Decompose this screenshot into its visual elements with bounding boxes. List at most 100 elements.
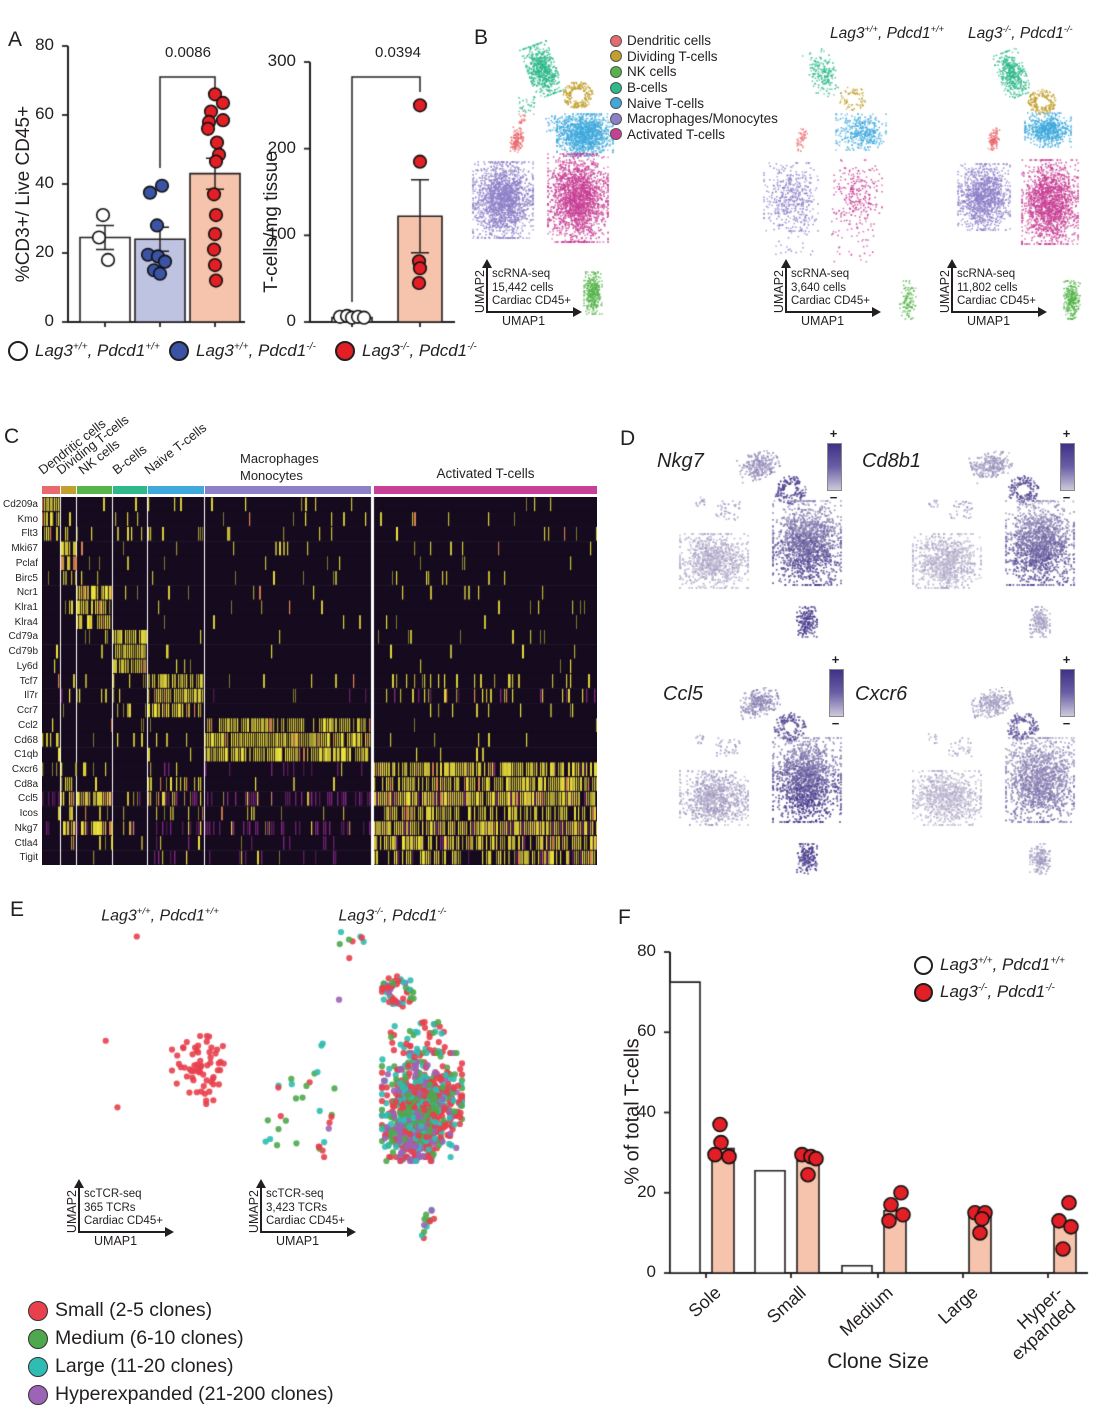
heatmap-gene-label-c1qb: C1qb	[14, 749, 38, 761]
feature-title-cxcr6: Cxcr6	[855, 683, 908, 705]
seq-type-text: scRNA-seq	[957, 268, 1016, 280]
colorbar-plus-label: +	[1062, 426, 1071, 441]
y-tick-label: 0	[646, 1262, 656, 1281]
y-tick-label: 300	[267, 51, 296, 70]
legend-item-large-clones: Large (11-20 clones)	[28, 1355, 234, 1378]
legend-item-naive: Naive T-cells	[610, 95, 778, 111]
y-tick-label: 20	[35, 242, 54, 261]
umap-axes: scRNA-seq 15,442 cells Cardiac CD45+	[482, 259, 582, 317]
y-tick-label: 60	[637, 1021, 656, 1041]
large-clone-swatch	[28, 1356, 48, 1377]
seq-type-text: scTCR-seq	[84, 1188, 142, 1200]
panel-e-dko-title: Lag3-/-, Pdcd1-/-	[338, 906, 447, 925]
umap2-axis-label: UMAP2	[247, 1190, 261, 1234]
panel-d-ccl5-canvas	[650, 687, 850, 892]
tissue-text: Cardiac CD45+	[791, 295, 870, 307]
legend-item-activated: Activated T-cells	[610, 127, 778, 143]
dko-legend-label: Lag3-/-, Pdcd1-/-	[362, 341, 477, 360]
panel-d-cxcr6-canvas	[883, 687, 1083, 892]
legend-item-small-clones: Small (2-5 clones)	[28, 1299, 212, 1322]
panel-e-clone-umaps-canvas	[20, 925, 560, 1275]
panel-b-umap-dko-canvas	[950, 42, 1097, 332]
umap2-axis-arrow	[781, 259, 791, 268]
legend-item-medium-clones: Medium (6-10 clones)	[28, 1327, 244, 1350]
heatmap-gene-label-ly6d: Ly6d	[16, 660, 38, 672]
umap-axes: scTCR-seq 365 TCRs Cardiac CD45+	[74, 1179, 174, 1237]
panel-d-cd8b1-canvas	[883, 450, 1083, 655]
legend-item-hyperexpanded-clones: Hyperexpanded (21-200 clones)	[28, 1383, 334, 1406]
seq-type-text: scRNA-seq	[791, 268, 850, 280]
panel-e-wt-title: Lag3+/+, Pdcd1+/+	[101, 906, 219, 925]
panel-d-nkg7-canvas	[650, 450, 850, 655]
heatmap-gene-label-ccl2: Ccl2	[17, 719, 38, 731]
panel-b-annotation-wt: UMAP2 scRNA-seq 3,640 cells Cardiac CD45…	[772, 259, 881, 328]
seq-type-text: scTCR-seq	[266, 1188, 324, 1200]
panel-a-legend-item-wt: Lag3+/+, Pdcd1+/+	[8, 341, 160, 361]
panel-a-legend-item-dko: Lag3-/-, Pdcd1-/-	[335, 341, 477, 361]
y-tick-label: 200	[267, 137, 296, 157]
panel-d-label: D	[620, 427, 636, 450]
panel-a-charts-canvas	[0, 30, 470, 340]
heatmap-gene-label-tigit: Tigit	[19, 852, 38, 864]
panel-e-annotation-dko: UMAP2 scTCR-seq 3,423 TCRs Cardiac CD45+…	[247, 1179, 356, 1248]
cell-count-text: 3,640 cells	[791, 281, 846, 294]
umap2-axis-arrow	[482, 259, 492, 268]
umap1-axis-label: UMAP1	[967, 313, 1011, 328]
panel-b-wt-title: Lag3+/+, Pdcd1+/+	[830, 24, 944, 43]
umap-axes: scTCR-seq 3,423 TCRs Cardiac CD45+	[256, 1179, 356, 1237]
umap2-axis-arrow	[947, 259, 957, 268]
heatmap-group-strip	[61, 486, 76, 494]
panel-e-label: E	[10, 898, 25, 921]
dko-legend-marker	[914, 982, 933, 1002]
legend-item-dendritic: Dendritic cells	[610, 33, 778, 49]
heatmap-group-strip	[113, 486, 147, 494]
umap2-axis-arrow	[74, 1179, 84, 1188]
panel-f-legend-item-wt: Lag3+/+, Pdcd1+/+	[914, 955, 1065, 975]
heatmap-gene-label-ncr1: Ncr1	[16, 587, 38, 599]
heatmap-gene-label-klra1: Klra1	[14, 602, 38, 614]
macrophage-color-swatch	[610, 112, 622, 125]
umap2-axis-label: UMAP2	[473, 270, 487, 314]
colorbar-plus-label: +	[1062, 652, 1071, 667]
heatmap-gene-label-mki67: Mki67	[11, 543, 38, 555]
legend-item-nk: NK cells	[610, 64, 778, 80]
wt-legend-label: Lag3+/+, Pdcd1+/+	[940, 955, 1065, 974]
cell-count-text: 15,442 cells	[492, 281, 554, 294]
wt-legend-marker	[8, 341, 28, 361]
umap2-axis-label: UMAP2	[938, 270, 952, 314]
legend-item-dividing: Dividing T-cells	[610, 49, 778, 65]
panel-c-label: C	[4, 425, 20, 448]
activated-color-swatch	[610, 128, 622, 141]
heatmap-gene-label-ctla4: Ctla4	[14, 837, 38, 849]
dividing-color-swatch	[610, 50, 622, 63]
tissue-text: Cardiac CD45+	[84, 1215, 163, 1227]
heatmap-gene-label-cd79b: Cd79b	[8, 646, 38, 658]
dko-legend-label: Lag3-/-, Pdcd1-/-	[940, 982, 1055, 1001]
heatmap-gene-label-ccr7: Ccr7	[16, 705, 38, 717]
colorbar-minus-label: −	[1062, 716, 1071, 731]
y-tick-label: 20	[637, 1181, 656, 1201]
panel-f-x-axis-label: Clone Size	[827, 1350, 929, 1373]
heatmap-gene-label-cd8a: Cd8a	[14, 778, 38, 790]
panel-c-heatmap-canvas	[42, 497, 597, 865]
umap1-axis-label: UMAP1	[801, 313, 845, 328]
seq-type-text: scRNA-seq	[492, 268, 551, 280]
feature-colorbar-0	[827, 443, 842, 491]
dko-legend-marker	[335, 341, 355, 361]
heatmap-group-strip	[42, 486, 60, 494]
heatmap-header-activated: Activated T-cells	[436, 466, 535, 481]
tcr-count-text: 3,423 TCRs	[266, 1201, 328, 1214]
panel-b-dko-title: Lag3-/-, Pdcd1-/-	[968, 24, 1073, 43]
heatmap-gene-label-il7r: Il7r	[24, 690, 38, 702]
y-tick-label: 60	[35, 104, 54, 123]
heatmap-gene-label-kmo: Kmo	[17, 513, 38, 525]
panel-a-legend-item-pdko: Lag3+/+, Pdcd1-/-	[169, 341, 316, 361]
panel-f-label: F	[618, 906, 631, 929]
heatmap-gene-label-cxcr6: Cxcr6	[11, 763, 38, 775]
umap1-axis-arrow	[164, 1226, 174, 1237]
y-tick-label: 40	[637, 1101, 656, 1121]
pdko-legend-label: Lag3+/+, Pdcd1-/-	[196, 341, 316, 360]
feature-title-nkg7: Nkg7	[657, 450, 704, 472]
heatmap-group-strip	[77, 486, 112, 494]
